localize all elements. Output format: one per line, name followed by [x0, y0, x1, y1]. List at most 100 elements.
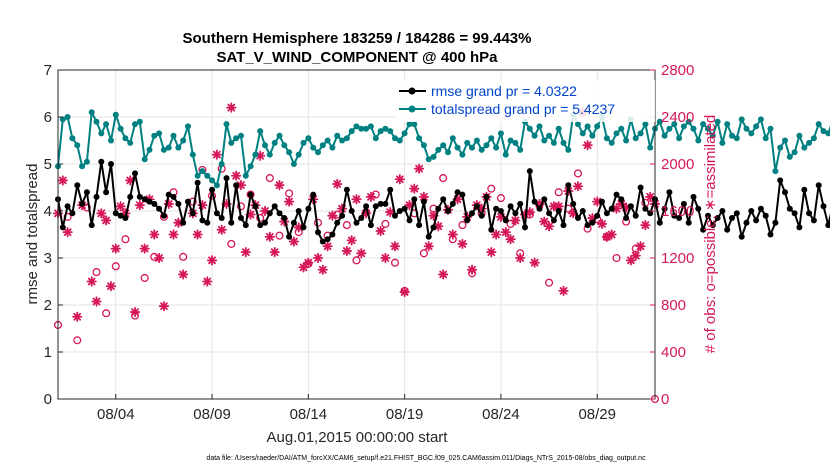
totalspread-point: [165, 144, 172, 151]
asterisk-stroke: [73, 312, 82, 321]
asterisk-stroke: [347, 236, 356, 245]
x-axis-ticks: 08/04 08/09 08/14 08/19 08/24 08/29: [97, 394, 616, 423]
rmse-point: [599, 198, 605, 205]
rmse-point: [151, 200, 158, 207]
rmse-point: [165, 191, 172, 198]
rmse-point: [358, 215, 365, 221]
totalspread-point: [464, 139, 471, 146]
rmse-point: [146, 198, 153, 205]
rmse-point: [204, 219, 211, 226]
obs-assimilated-marker: [317, 264, 328, 275]
rmse-point: [810, 217, 817, 224]
rmse-point: [281, 215, 288, 221]
rmse-point: [319, 238, 326, 245]
rmse-point: [387, 186, 394, 193]
rmse-point: [59, 224, 66, 231]
rmse-point: [618, 196, 625, 203]
legend-totalspread-marker: [408, 105, 416, 113]
plot-frame: [57, 69, 656, 400]
rmse-point: [613, 191, 620, 198]
asterisk-stroke: [92, 297, 101, 306]
obs-assimilated-marker: [515, 252, 526, 264]
totalspread-point: [796, 132, 803, 139]
totalspread-point: [676, 135, 683, 142]
totalspread-point: [661, 132, 668, 139]
asterisk-stroke: [405, 201, 414, 209]
totalspread-point: [762, 135, 769, 142]
obs-possible-marker: [390, 258, 400, 267]
rmse-point: [753, 217, 760, 224]
asterisk-stroke: [357, 249, 366, 258]
totalspread-point: [680, 123, 687, 130]
totalspread-point: [738, 116, 745, 123]
totalspread-point: [757, 116, 764, 123]
obs-assimilated-marker: [635, 241, 646, 252]
totalspread-point: [122, 135, 129, 142]
rmse-point: [392, 212, 398, 219]
obs-possible-marker: [612, 253, 621, 263]
asterisk-stroke: [448, 230, 457, 239]
totalspread-point: [729, 132, 735, 139]
obs-assimilated-marker: [105, 281, 117, 292]
totalspread-point: [103, 121, 110, 128]
totalspread-point: [555, 125, 562, 132]
totalspread-point: [175, 144, 182, 151]
left-tick-label: 1: [44, 344, 52, 361]
rmse-point: [160, 212, 167, 219]
asterisk-stroke: [232, 171, 241, 180]
rmse-point: [546, 210, 553, 217]
obs-assimilated-marker: [96, 208, 107, 219]
asterisk-stroke: [217, 225, 226, 234]
obs-assimilated-marker: [264, 231, 275, 242]
totalspread-point: [238, 132, 244, 139]
obs-assimilated-marker: [466, 264, 478, 275]
obs-assimilated-marker: [438, 269, 449, 280]
asterisk-stroke: [545, 222, 553, 231]
left-tick-label: 2: [44, 297, 52, 314]
totalspread-point: [343, 135, 350, 142]
rmse-point: [690, 193, 697, 200]
totalspread-point: [589, 132, 596, 139]
totalspread-point: [396, 137, 403, 144]
obs-assimilated-marker: [312, 252, 324, 264]
obs-assimilated-marker: [630, 250, 641, 261]
rmse-point: [363, 203, 370, 210]
totalspread-point: [339, 137, 346, 144]
obs-assimilated-marker: [288, 236, 300, 247]
rmse-point: [791, 210, 798, 217]
rmse-point: [420, 198, 427, 205]
rmse-point: [757, 205, 764, 212]
rmse-point: [656, 219, 663, 226]
rmse-point: [820, 203, 827, 210]
asterisk-stroke: [468, 265, 476, 274]
totalspread-point: [613, 130, 620, 137]
asterisk-stroke: [275, 181, 284, 190]
obs-assimilated-marker: [206, 255, 218, 266]
totalspread-point: [257, 128, 264, 135]
totalspread-point: [228, 139, 235, 146]
totalspread-point: [425, 156, 432, 163]
totalspread-point: [753, 123, 760, 130]
asterisk-stroke: [107, 282, 115, 291]
totalspread-point: [151, 132, 158, 139]
rmse-point: [315, 229, 321, 236]
totalspread-point: [93, 118, 100, 125]
rmse-point: [642, 205, 649, 212]
obs-assimilated-marker: [72, 311, 83, 322]
rmse-point: [339, 212, 346, 219]
totalspread-point: [449, 135, 456, 142]
asterisk-stroke: [492, 230, 500, 239]
asterisk-stroke: [559, 287, 568, 295]
obs-assimilated-marker: [62, 227, 73, 238]
rmse-point: [406, 217, 413, 224]
rmse-point: [290, 219, 297, 226]
obs-assimilated-marker: [158, 301, 170, 312]
totalspread-point: [146, 146, 153, 153]
rmse-point: [767, 231, 774, 238]
rmse-point: [806, 210, 813, 217]
asterisk-stroke: [376, 227, 385, 235]
legend-totalspread-label: totalspread grand pr = 5.4237: [431, 101, 615, 117]
asterisk-stroke: [116, 202, 125, 211]
rmse-point: [459, 191, 466, 198]
x-axis-label: Aug.01,2015 00:00:00 start: [267, 429, 449, 446]
